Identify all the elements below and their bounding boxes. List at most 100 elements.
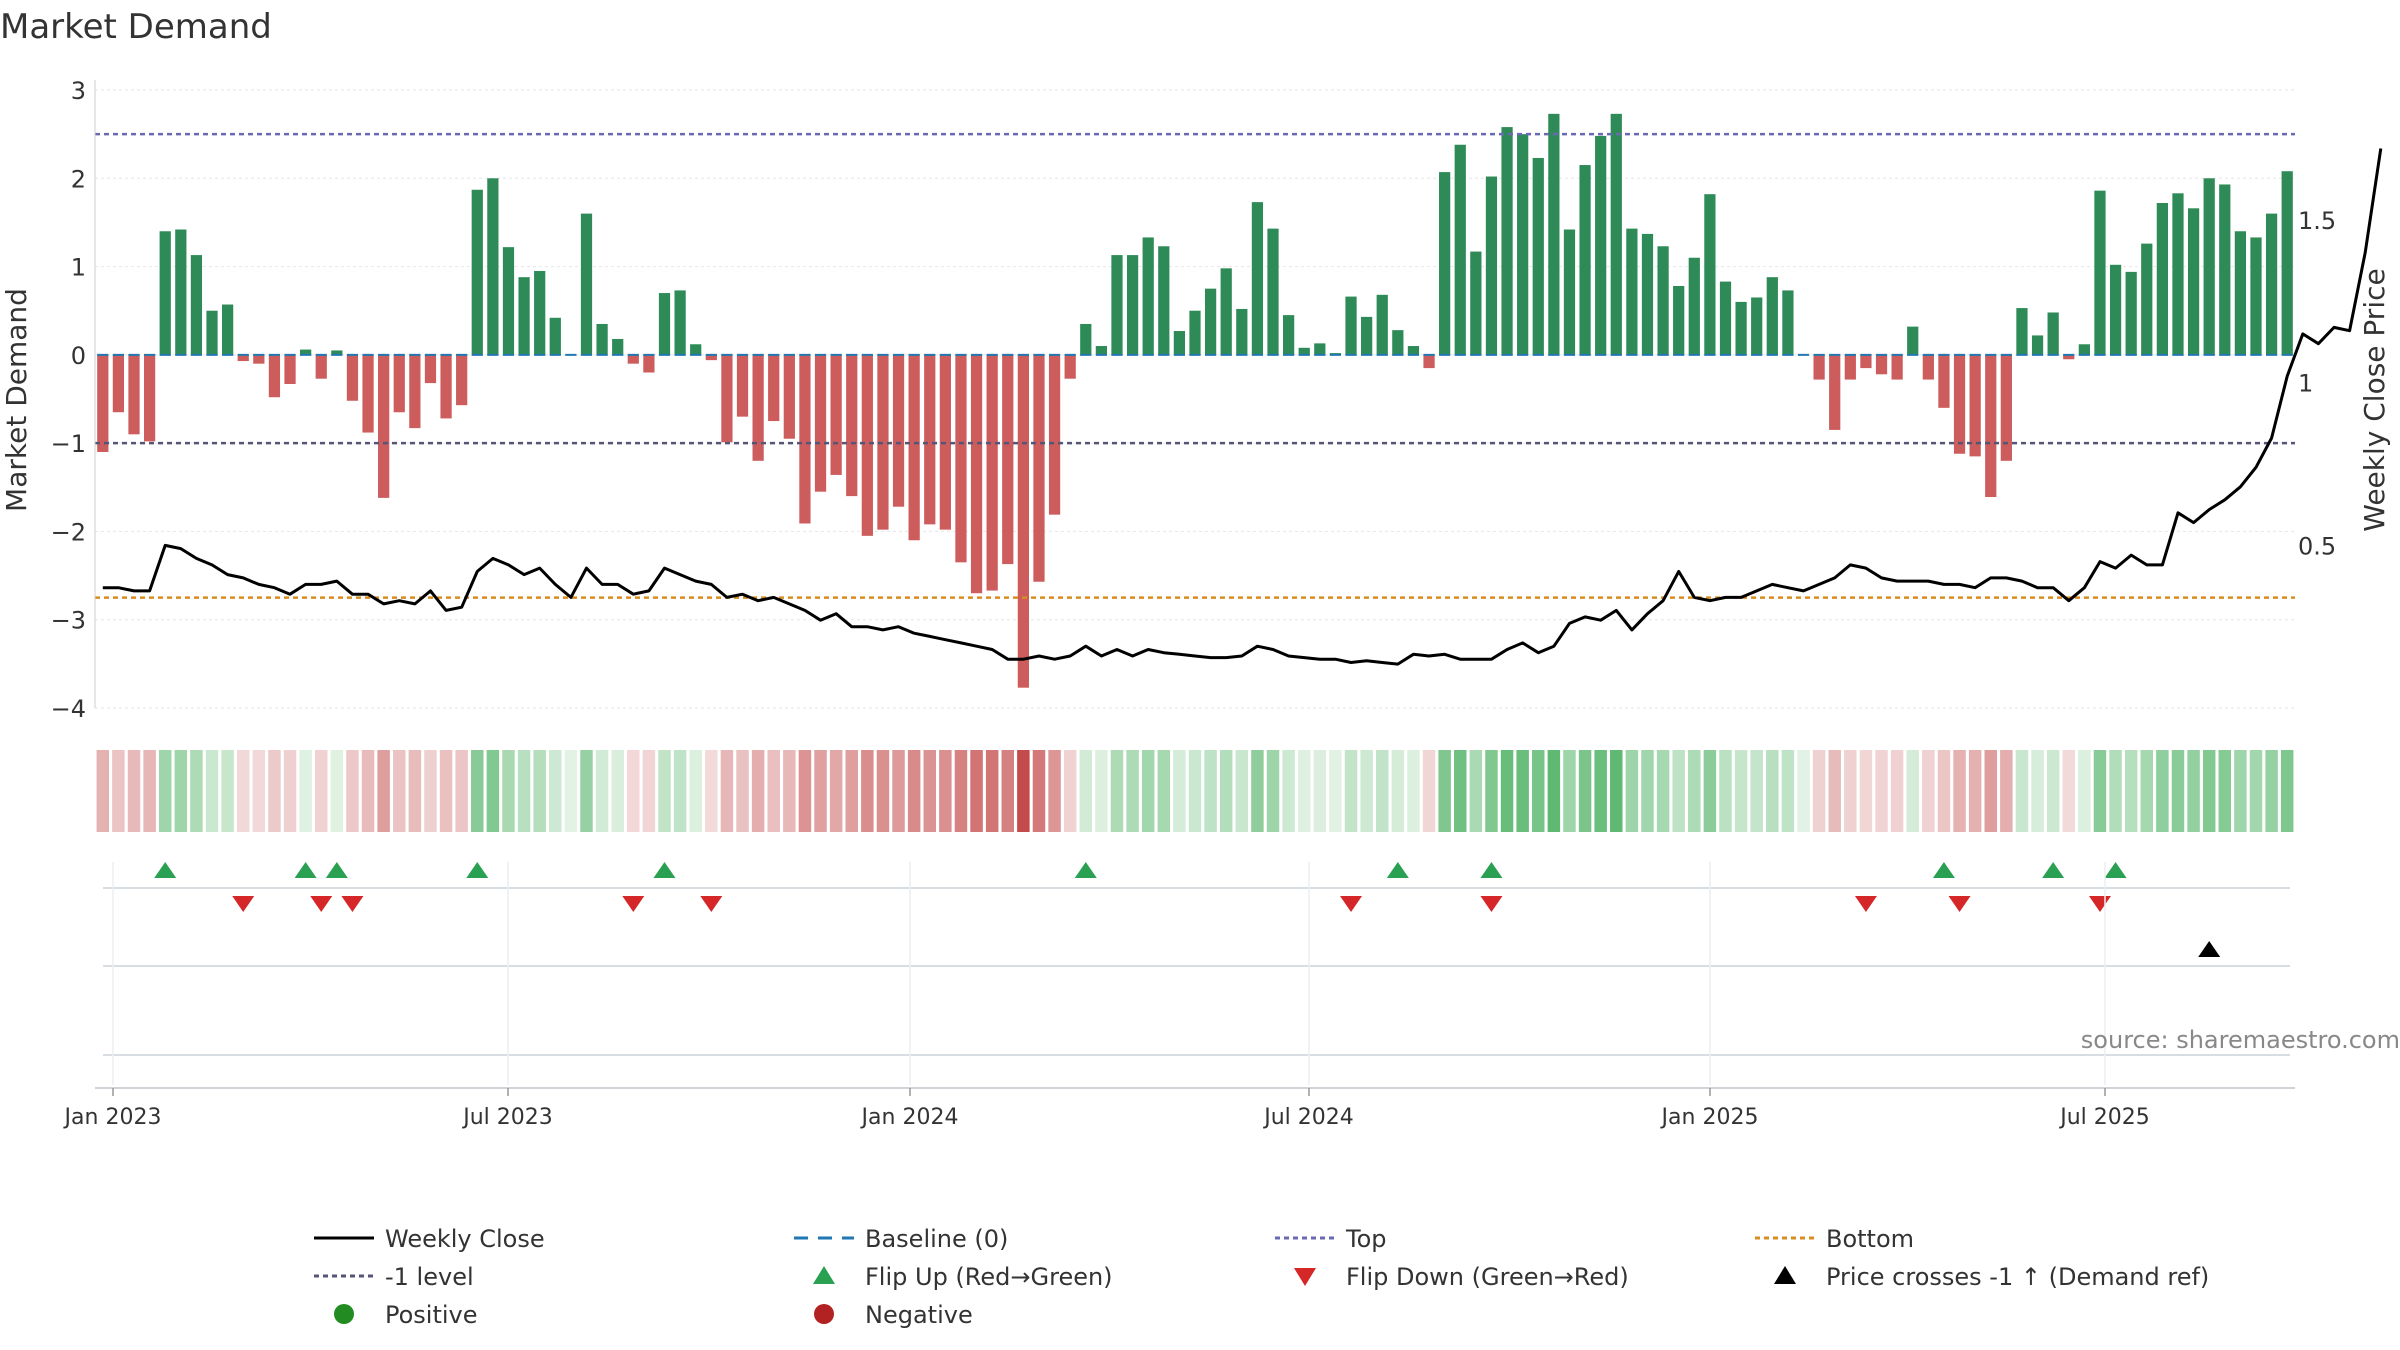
heat-cell (143, 750, 156, 832)
demand-bar (674, 290, 686, 355)
heat-cell (829, 750, 843, 832)
heat-cell (2078, 750, 2091, 832)
flip-down-marker (622, 896, 645, 912)
heat-cell (1001, 750, 1015, 832)
heat-cell (1750, 750, 1763, 832)
heat-cell (1313, 750, 1327, 832)
heat-cell (1032, 750, 1046, 832)
heat-cell (1469, 750, 1483, 832)
legend-swatch-triangle-up (813, 1266, 835, 1284)
heat-cell (1141, 750, 1155, 832)
price-cross-marker (2198, 941, 2221, 957)
demand-bar (1314, 343, 1326, 355)
heat-cell (158, 750, 172, 832)
flip-up-marker (1932, 862, 1955, 878)
flip-up-marker (1480, 862, 1503, 878)
heat-cell (1251, 750, 1264, 832)
demand-bar (143, 354, 156, 442)
demand-bar (346, 354, 359, 401)
heat-cell (2218, 750, 2232, 832)
demand-bar (1704, 194, 1716, 355)
heat-cell (1578, 750, 1592, 832)
heat-cell (2280, 750, 2294, 832)
demand-bar (1189, 310, 1201, 355)
legend-label: Negative (865, 1301, 973, 1329)
demand-bar (2047, 312, 2059, 355)
heat-cell (2015, 750, 2029, 832)
demand-bar (1236, 308, 1248, 355)
heat-cell (658, 750, 671, 832)
heat-cell (424, 750, 437, 832)
demand-bar (2187, 208, 2200, 355)
demand-bar (253, 354, 265, 364)
x-tick-label: Jan 2024 (860, 1105, 959, 1130)
y-axis-label: Market Demand (0, 288, 33, 512)
legend-swatch-triangle-down (1294, 1268, 1316, 1286)
heat-cell (1672, 750, 1685, 832)
demand-bar (190, 255, 203, 355)
demand-bar (1782, 290, 1794, 355)
demand-bar (237, 354, 249, 362)
heat-cell (1656, 750, 1670, 832)
flip-down-marker (1948, 896, 1971, 912)
demand-heat-strip (96, 750, 2294, 832)
demand-bar (752, 354, 764, 461)
heat-cell (564, 750, 578, 832)
demand-bars (97, 113, 2293, 688)
demand-bar (1251, 202, 1264, 355)
demand-bar (1485, 176, 1498, 355)
demand-bar (1891, 354, 1903, 380)
y-tick-label: 1 (71, 254, 86, 282)
demand-bar (1220, 268, 1232, 355)
demand-bar (1002, 354, 1014, 565)
heat-cell (96, 750, 110, 832)
heat-cell (299, 750, 312, 832)
flip-down-marker (310, 896, 333, 912)
heat-cell (611, 750, 624, 832)
demand-bar (1048, 354, 1061, 515)
legend-label: Top (1345, 1225, 1387, 1253)
demand-bar (1735, 301, 1747, 355)
demand-bar (1283, 315, 1295, 355)
heat-cell (1953, 750, 1966, 832)
demand-bar (970, 354, 983, 594)
heat-cell (2140, 750, 2154, 832)
demand-bar (502, 247, 515, 355)
flip-down-marker (2088, 896, 2111, 912)
heat-cell (112, 750, 125, 832)
heat-cell (361, 750, 375, 832)
heat-cell (1438, 750, 1451, 832)
heat-cell (1110, 750, 1124, 832)
heat-cell (720, 750, 734, 832)
demand-bar (1829, 354, 1841, 430)
demand-bar (1142, 237, 1154, 355)
demand-bar (1376, 294, 1388, 355)
demand-bar (1017, 354, 1029, 688)
demand-bar (736, 354, 749, 417)
demand-bar (268, 354, 281, 398)
heat-cell (939, 750, 952, 832)
y-tick-label: 3 (71, 77, 86, 105)
demand-bar (1064, 354, 1076, 379)
legend-label: Baseline (0) (865, 1225, 1008, 1253)
heat-cell (1329, 750, 1342, 832)
heat-cell (1017, 750, 1030, 832)
heat-cell (1547, 750, 1561, 832)
heat-cell (1063, 750, 1077, 832)
flip-up-marker (466, 862, 489, 878)
demand-bar (175, 229, 187, 355)
heat-cell (736, 750, 749, 832)
demand-bar (1907, 326, 1919, 355)
demand-bar (1080, 323, 1092, 355)
heat-cell (1532, 750, 1545, 832)
demand-bar (206, 310, 218, 355)
heat-cell (1516, 750, 1529, 832)
demand-bar (658, 293, 671, 355)
heat-cell (1204, 750, 1217, 832)
y-tick-label: −4 (51, 695, 86, 723)
demand-bar (986, 354, 998, 591)
demand-bar (2172, 193, 2184, 355)
heat-cell (2171, 750, 2185, 832)
demand-bar (2219, 184, 2231, 355)
demand-bar (596, 323, 608, 355)
